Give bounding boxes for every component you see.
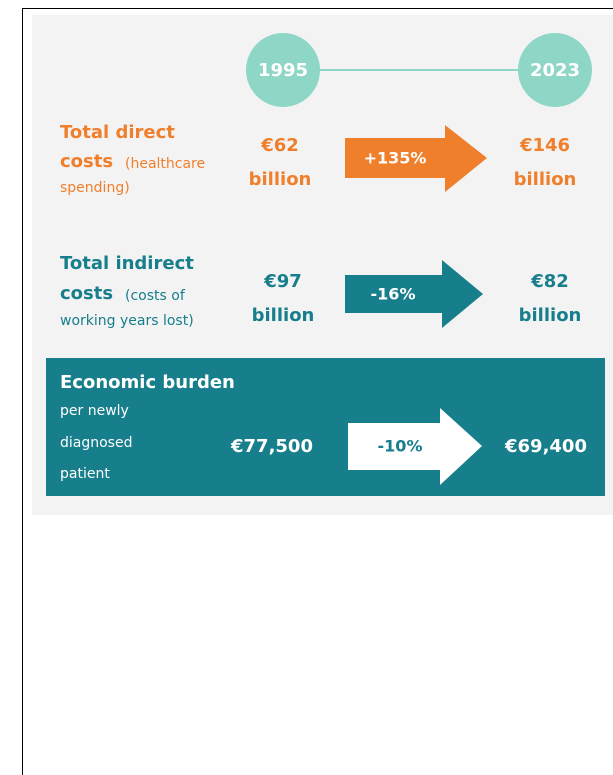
- row-note: per newly: [60, 403, 129, 419]
- year: 2023: [530, 60, 580, 81]
- arrow: [345, 125, 487, 192]
- start-value: €97: [263, 271, 302, 292]
- row-note: diagnosed: [60, 435, 132, 451]
- row-title: Economic burden: [60, 372, 235, 393]
- end-value: €69,400: [504, 436, 587, 457]
- end-value: €146: [519, 135, 570, 156]
- row-note: spending): [60, 180, 130, 196]
- row-note: (costs of: [125, 288, 186, 304]
- arrow: [348, 408, 482, 485]
- row-note: patient: [60, 466, 110, 482]
- row-title: Total indirect: [60, 253, 194, 274]
- year: 1995: [258, 60, 308, 81]
- end-unit: billion: [514, 169, 577, 190]
- burden-box: [46, 358, 605, 496]
- row-note: (healthcare: [125, 156, 205, 172]
- change: +135%: [364, 149, 427, 168]
- change: -16%: [371, 285, 416, 304]
- start-unit: billion: [252, 305, 315, 326]
- row-note: working years lost): [60, 313, 194, 329]
- arrow: [345, 260, 483, 328]
- row-title: costs: [60, 151, 113, 172]
- start-value: €62: [260, 135, 299, 156]
- start-value: €77,500: [230, 436, 313, 457]
- end-value: €82: [530, 271, 569, 292]
- start-unit: billion: [249, 169, 312, 190]
- year-circle: [518, 33, 592, 107]
- row-title: Total direct: [60, 122, 175, 143]
- year-circle: [246, 33, 320, 107]
- row-title: costs: [60, 283, 113, 304]
- end-unit: billion: [519, 305, 582, 326]
- change: -10%: [378, 437, 423, 456]
